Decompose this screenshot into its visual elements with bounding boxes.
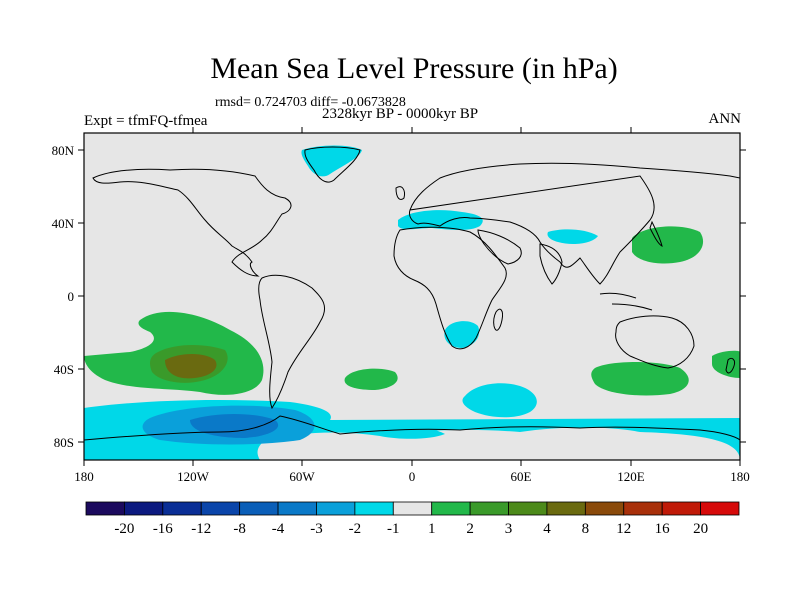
colorbar-label: 1 [428,521,436,537]
lon-label: 180 [74,469,94,484]
anomaly-tasman [712,350,740,378]
lon-label: 180 [730,469,750,484]
colorbar-swatch [584,501,625,516]
colorbar-swatch [623,501,663,516]
colorbar-label: 20 [693,521,708,537]
anomaly-mediterranean [398,210,483,230]
coastline-japan [649,220,663,247]
stats-text: rmsd= 0.724703 diff= -0.0673828 [215,95,406,110]
colorbar-label: 3 [505,521,513,537]
anomaly-fill-layer [84,145,740,460]
map-title: Mean Sea Level Pressure (in hPa) [210,52,618,85]
lat-label: 40N [52,216,75,231]
anomaly-greenland [301,145,362,177]
lon-label: 60E [511,469,532,484]
colorbar-label: -4 [272,521,285,537]
coastline-indonesia [599,292,653,311]
coastline-north-america [92,168,292,277]
lat-axis [78,149,746,443]
colorbar-swatch [661,501,701,516]
colorbar-swatch [354,501,394,516]
coastline-eurasia [409,162,740,285]
colorbar-swatch [85,501,125,516]
anomaly-antarctic-neutral [257,427,740,460]
colorbar-swatch [124,501,164,516]
colorbar-swatch [162,501,202,516]
colorbar-label: 4 [543,521,551,537]
coastlines [84,146,740,441]
colorbar-swatch [316,501,356,516]
lat-labels: 80N 40N 0 40S 80S [52,143,75,450]
colorbar-label: -8 [233,521,246,537]
coastline-arabia [477,229,522,265]
colorbar-swatch [392,501,433,516]
colorbar: -20 -16 -12 -8 -4 -3 -2 -1 1 2 3 4 8 12 16 20 [85,501,740,537]
lon-label: 0 [409,469,416,484]
lat-label: 40S [54,362,74,377]
coastline-madagascar [493,308,503,331]
colorbar-swatch [700,501,740,516]
coastline-antarctica [84,415,740,441]
colorbar-swatch [277,501,317,516]
colorbar-swatch [431,501,471,516]
coastline-australia [615,315,695,369]
colorbar-swatch [546,501,586,516]
lat-label: 80S [54,435,74,450]
lon-label: 60W [289,469,315,484]
colorbar-label: 2 [466,521,474,537]
colorbar-label: -16 [153,521,173,537]
coastline-new-zealand [725,357,735,374]
colorbar-swatch [469,501,509,516]
lat-label: 0 [68,289,75,304]
anomaly-south-australia [591,362,689,396]
colorbar-label: -12 [191,521,211,537]
colorbar-label: 12 [616,521,631,537]
anomaly-south-pacific-inner [165,354,217,379]
colorbar-swatch [239,501,279,516]
lon-axis [83,127,741,466]
anomaly-south-atlantic [344,368,398,390]
lon-labels: 180 120W 60W 0 60E 120E 180 [74,469,750,484]
colorbar-swatch [200,501,241,516]
colorbar-label: 16 [655,521,671,537]
lat-label: 80N [52,143,75,158]
anomaly-north-pacific [632,226,704,264]
anomaly-indian-ocean [462,383,537,418]
colorbar-label: -2 [349,521,362,537]
season-label: ANN [708,111,742,127]
colorbar-label: 8 [582,521,590,537]
colorbar-swatch [508,501,548,516]
colorbar-label: -1 [387,521,400,537]
coastline-india [539,243,563,285]
lon-label: 120W [177,469,210,484]
coastline-greenland [304,146,361,183]
coastline-south-america [258,274,325,410]
coastline-africa [393,226,507,350]
colorbar-label: -3 [310,521,323,537]
experiment-label: Expt = tfmFQ-tfmea [84,113,208,129]
lon-label: 120E [617,469,645,484]
period-text: 2328kyr BP - 0000kyr BP [322,106,479,122]
anomaly-southern-africa [444,321,480,348]
coastline-uk [395,186,405,201]
colorbar-label: -20 [114,521,134,537]
anomaly-arabian [547,229,598,244]
